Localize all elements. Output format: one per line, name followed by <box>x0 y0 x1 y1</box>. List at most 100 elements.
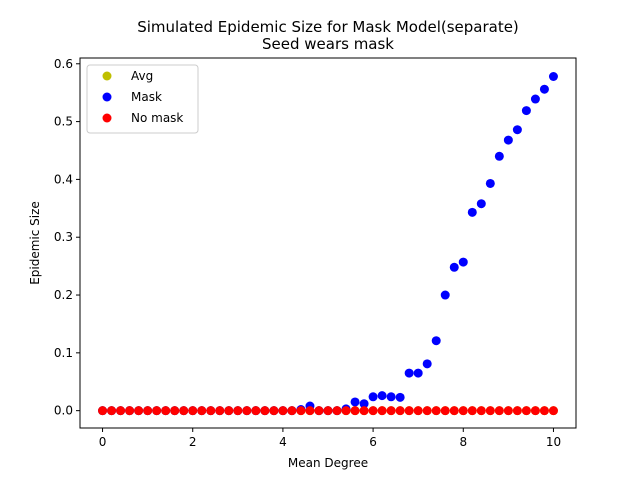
legend-marker-no-mask <box>102 113 112 123</box>
point-no-mask <box>116 406 126 416</box>
point-mask <box>350 397 360 407</box>
legend: Avg Mask No mask <box>86 64 199 134</box>
point-no-mask <box>107 406 117 416</box>
point-no-mask <box>377 406 387 416</box>
point-no-mask <box>251 406 261 416</box>
point-mask <box>548 72 558 81</box>
chart-title: Simulated Epidemic Size for Mask Model(s… <box>137 18 519 36</box>
point-no-mask <box>458 406 468 416</box>
x-tick-label: 2 <box>189 435 197 449</box>
y-axis-label: Epidemic Size <box>28 201 42 285</box>
point-no-mask <box>539 406 549 416</box>
point-no-mask <box>422 406 432 416</box>
point-mask <box>503 135 513 145</box>
point-mask <box>485 178 495 188</box>
y-tick-label: 0.4 <box>54 172 73 186</box>
point-no-mask <box>188 406 198 416</box>
point-no-mask <box>341 406 351 416</box>
point-no-mask <box>170 406 180 416</box>
point-no-mask <box>278 406 288 416</box>
point-no-mask <box>485 406 495 416</box>
legend-label-no-mask: No mask <box>131 111 183 125</box>
y-tick-label: 0.1 <box>54 346 73 360</box>
point-no-mask <box>512 406 522 416</box>
point-no-mask <box>503 406 513 416</box>
point-mask <box>512 125 522 135</box>
point-mask <box>458 257 468 267</box>
x-tick-label: 0 <box>99 435 107 449</box>
point-mask <box>440 290 450 300</box>
point-no-mask <box>134 406 144 416</box>
point-no-mask <box>368 406 378 416</box>
point-no-mask <box>206 406 216 416</box>
point-no-mask <box>449 406 459 416</box>
legend-label-avg: Avg <box>131 69 153 83</box>
point-mask <box>530 94 540 104</box>
x-tick-label: 4 <box>279 435 287 449</box>
point-mask <box>494 151 504 161</box>
point-no-mask <box>467 406 477 416</box>
point-no-mask <box>359 406 369 416</box>
point-no-mask <box>431 406 441 416</box>
point-mask <box>413 368 423 378</box>
point-no-mask <box>125 406 135 416</box>
legend-label-mask: Mask <box>131 90 162 104</box>
x-axis: 0 2 4 6 8 10 <box>99 428 561 449</box>
point-mask <box>359 399 369 409</box>
point-mask <box>386 392 396 402</box>
x-tick-label: 10 <box>546 435 561 449</box>
point-no-mask <box>242 406 252 416</box>
point-no-mask <box>350 406 360 416</box>
legend-marker-mask <box>102 92 112 102</box>
y-tick-label: 0.6 <box>54 57 73 71</box>
point-mask <box>476 199 486 209</box>
legend-marker-avg <box>102 71 112 81</box>
point-mask <box>377 391 387 401</box>
point-mask <box>431 336 441 346</box>
point-no-mask <box>530 406 540 416</box>
point-no-mask <box>152 406 162 416</box>
point-no-mask <box>215 406 225 416</box>
point-no-mask <box>224 406 234 416</box>
point-no-mask <box>233 406 243 416</box>
point-no-mask <box>332 406 342 416</box>
point-no-mask <box>143 406 153 416</box>
point-no-mask <box>314 406 324 416</box>
point-mask <box>395 392 405 402</box>
chart-subtitle: Seed wears mask <box>262 35 394 53</box>
point-no-mask <box>494 406 504 416</box>
plot-frame <box>79 57 577 429</box>
y-tick-label: 0.5 <box>54 115 73 129</box>
point-no-mask <box>404 406 414 416</box>
point-no-mask <box>287 406 297 416</box>
point-no-mask <box>260 406 270 416</box>
point-mask <box>368 392 378 402</box>
x-tick-label: 6 <box>369 435 377 449</box>
point-no-mask <box>269 406 279 416</box>
point-no-mask <box>413 406 423 416</box>
y-tick-label: 0.3 <box>54 230 73 244</box>
point-no-mask <box>179 406 189 416</box>
point-mask <box>521 106 531 116</box>
point-mask <box>404 368 414 378</box>
point-mask <box>539 84 549 94</box>
x-axis-label: Mean Degree <box>288 456 368 470</box>
point-no-mask <box>305 406 315 416</box>
point-no-mask <box>296 406 306 416</box>
x-tick-label: 8 <box>459 435 467 449</box>
point-no-mask <box>548 406 558 416</box>
point-no-mask <box>323 406 333 416</box>
point-no-mask <box>197 406 207 416</box>
point-mask <box>422 359 432 369</box>
point-no-mask <box>440 406 450 416</box>
plot-area <box>98 72 558 416</box>
point-no-mask <box>386 406 396 416</box>
legend-box <box>86 64 199 134</box>
point-mask <box>449 262 459 272</box>
y-tick-label: 0.2 <box>54 288 73 302</box>
y-axis: 0.0 0.1 0.2 0.3 0.4 0.5 0.6 <box>54 57 80 418</box>
point-no-mask <box>395 406 405 416</box>
point-no-mask <box>476 406 486 416</box>
point-no-mask <box>521 406 531 416</box>
